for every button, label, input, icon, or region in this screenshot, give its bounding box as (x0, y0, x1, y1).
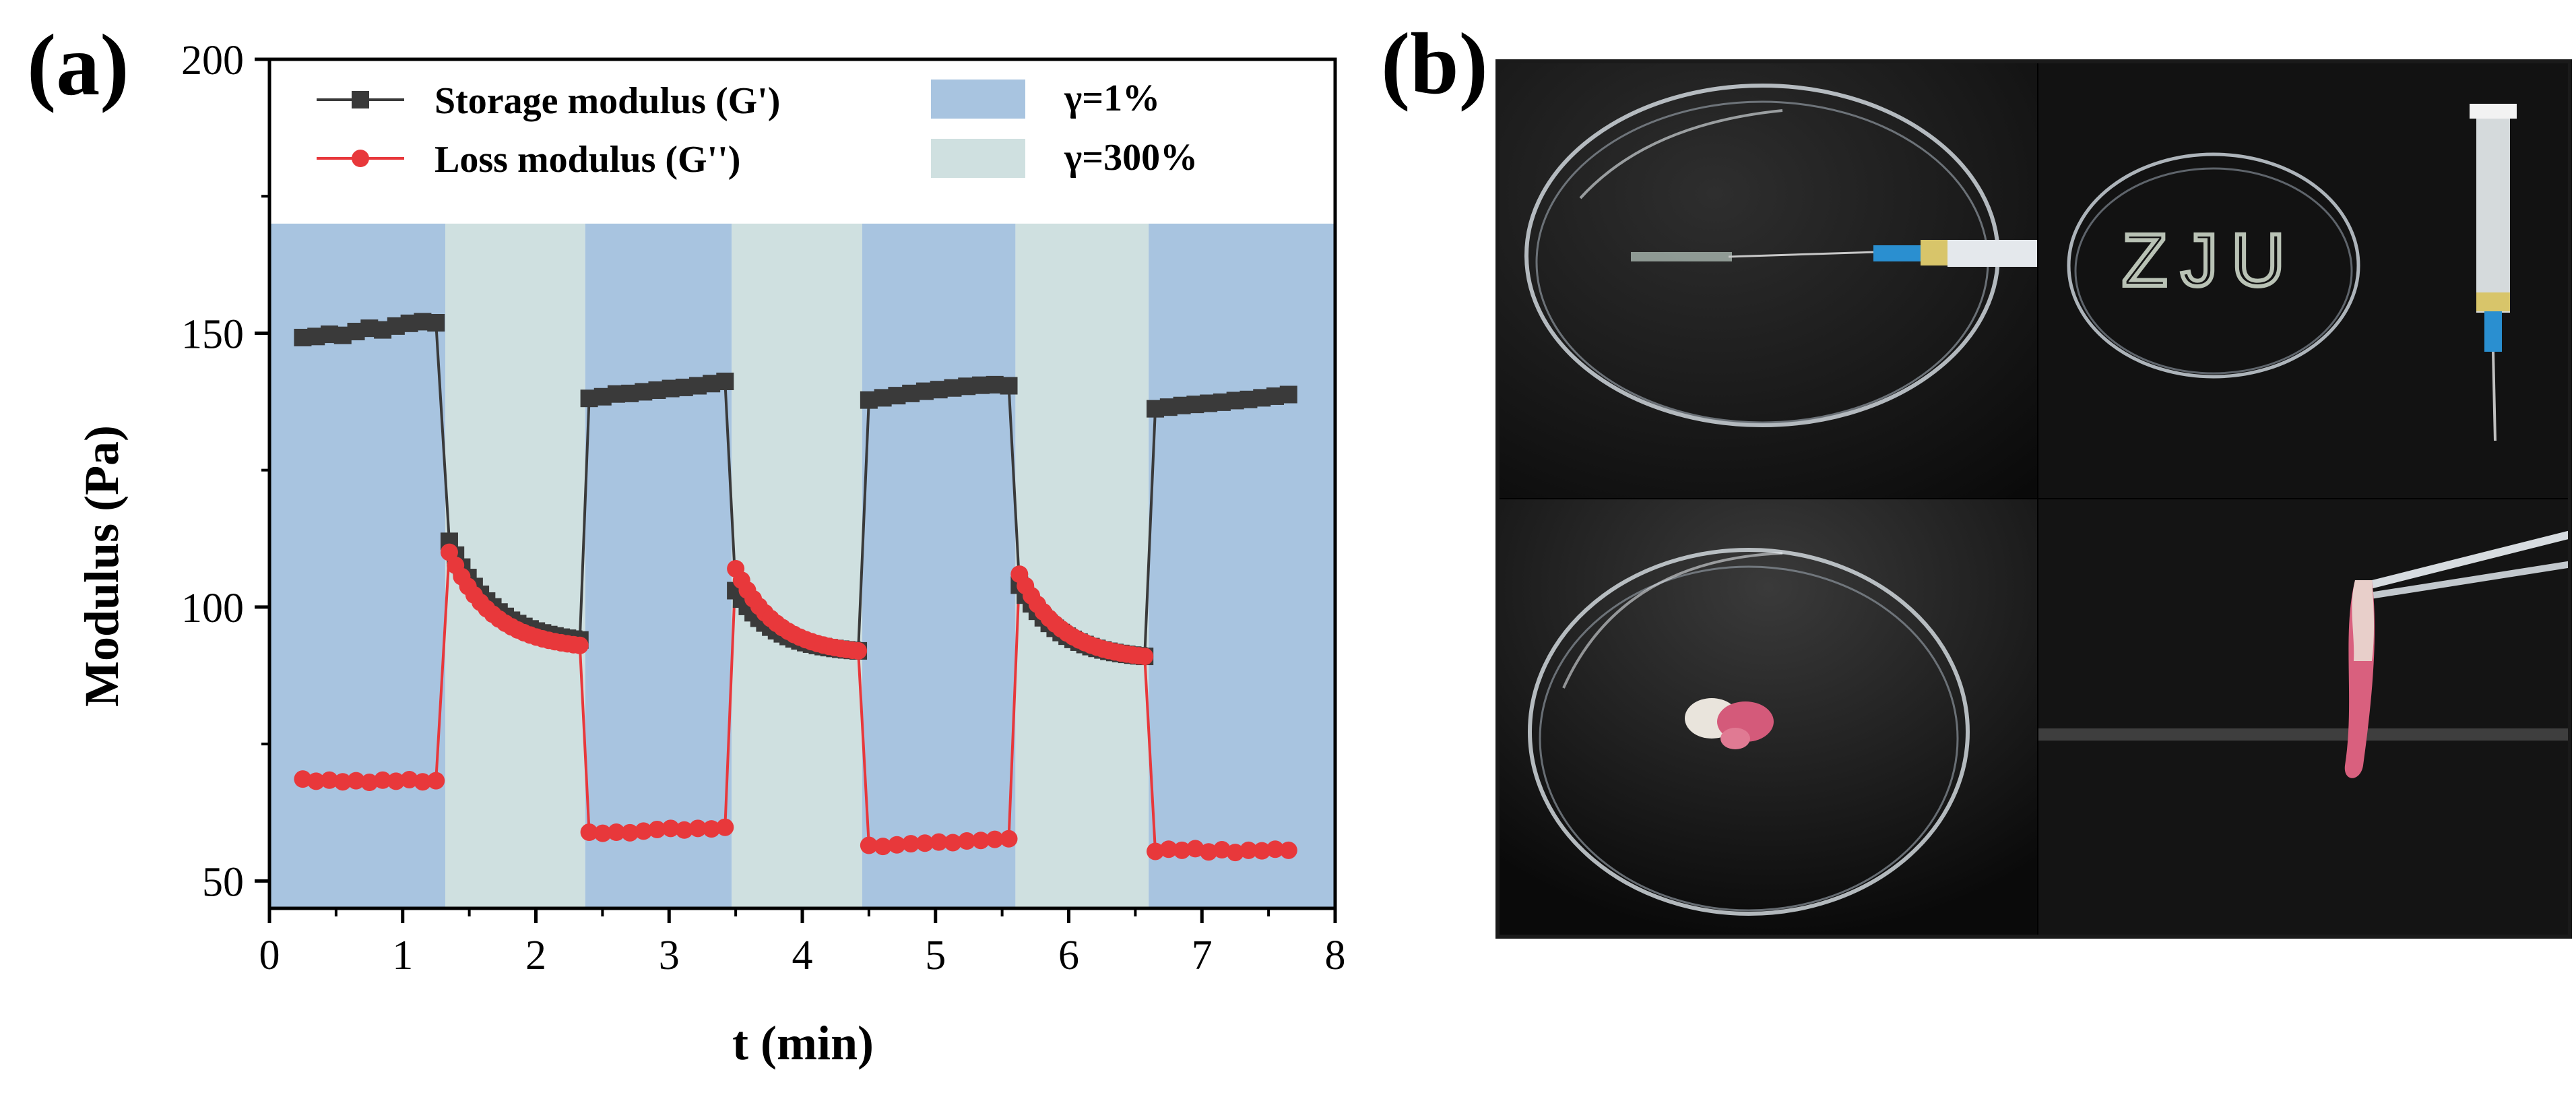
loss-point (688, 819, 707, 838)
legend-region-swatch (931, 80, 1025, 119)
axes: 0 1 2 3 4 5 6 7 8 50 100 150 200 (181, 38, 1346, 978)
photo-panel: (b) (1381, 0, 2576, 1095)
loss-point (400, 770, 418, 788)
loss-point (849, 642, 868, 660)
loss-point (986, 830, 1004, 848)
loss-point (860, 836, 878, 854)
strain-region-4 (732, 223, 862, 908)
loss-point (675, 821, 693, 839)
x-tick-label: 5 (925, 933, 946, 978)
loss-point (902, 835, 920, 853)
x-tick-label: 3 (659, 933, 680, 978)
loss-point (621, 823, 639, 842)
loss-point (1279, 841, 1297, 859)
loss-point (414, 773, 432, 791)
loss-point (1136, 648, 1154, 666)
legend-label-loss: Loss modulus (G'') (434, 139, 740, 181)
loss-point (635, 822, 653, 840)
loss-point (580, 823, 598, 842)
loss-point (307, 772, 325, 790)
legend-circle-marker (352, 150, 369, 167)
y-axis-label: Modulus (Pa) (75, 425, 129, 707)
loss-point (571, 636, 589, 654)
storage-point (427, 314, 445, 332)
x-tick-label: 4 (792, 933, 813, 978)
y-tick-label: 150 (181, 311, 244, 357)
x-axis-label: t (min) (732, 1016, 874, 1070)
panel-b-label: (b) (1381, 15, 1488, 113)
y-tick-label: 100 (181, 586, 244, 631)
loss-point (1200, 843, 1218, 861)
loss-point (648, 820, 666, 838)
x-tick-label: 7 (1192, 933, 1213, 978)
loss-point (1226, 844, 1244, 862)
loss-point (1266, 840, 1285, 858)
loss-point (347, 772, 365, 790)
x-tick-label: 2 (525, 933, 546, 978)
loss-point (944, 834, 962, 852)
loss-point (1173, 841, 1191, 859)
strain-region-3 (585, 223, 732, 908)
loss-point (1239, 841, 1258, 859)
petri-dish-needle-photo (1500, 63, 2037, 498)
loss-point (1147, 842, 1165, 861)
loss-point (958, 832, 976, 850)
strain-region-5 (862, 223, 1016, 908)
loss-point (930, 833, 948, 851)
loss-point (716, 818, 734, 836)
y-tick-label: 200 (181, 38, 244, 84)
tweezers-gel-photo (2038, 499, 2568, 935)
loss-point (915, 834, 934, 852)
loss-point (971, 832, 990, 850)
legend: Storage modulus (G') Loss modulus (G'') γ=… (317, 77, 1198, 181)
panel-a-label: (a) (27, 17, 129, 114)
loss-point (874, 838, 892, 856)
strain-regions (269, 223, 1335, 908)
legend-square-marker (352, 91, 369, 108)
x-tick-label: 0 (259, 933, 280, 978)
loss-point (320, 771, 338, 789)
loss-point (607, 823, 625, 842)
zju-text: ZJU (2122, 219, 2298, 302)
x-tick-label: 8 (1325, 933, 1346, 978)
petri-dish-gel-photo (1500, 499, 2037, 935)
legend-region-label: γ=300% (1064, 137, 1198, 179)
loss-point (593, 824, 612, 842)
legend-region-label: γ=1% (1064, 77, 1160, 119)
loss-point (1253, 842, 1271, 860)
loss-point (333, 773, 352, 791)
y-tick-label: 50 (202, 859, 244, 905)
loss-point (387, 772, 405, 790)
strain-region-7 (1149, 223, 1335, 908)
loss-point (440, 543, 458, 561)
loss-point (374, 771, 392, 789)
loss-point (1213, 841, 1231, 859)
x-tick-label: 6 (1058, 933, 1079, 978)
storage-point (716, 372, 734, 390)
loss-point (703, 820, 721, 838)
loss-point (294, 770, 312, 788)
series-markers (294, 313, 1297, 862)
loss-point (1000, 830, 1018, 848)
modulus-chart: (a) 0 1 2 3 4 5 6 7 8 50 100 150 200 Storage modulus… (27, 17, 1346, 1070)
strain-region-6 (1015, 223, 1149, 908)
loss-point (662, 819, 680, 838)
legend-region-swatch (931, 139, 1025, 178)
loss-point (360, 774, 379, 792)
storage-point (1279, 385, 1297, 404)
loss-point (427, 772, 445, 790)
loss-point (1159, 840, 1178, 858)
photo-grid: ZJU (1495, 59, 2572, 939)
loss-point (888, 836, 906, 854)
zju-letters-syringe-photo: ZJU (2038, 63, 2568, 498)
loss-point (1186, 840, 1204, 858)
storage-point (1000, 377, 1018, 395)
legend-label-storage: Storage modulus (G') (434, 80, 780, 122)
x-tick-label: 1 (392, 933, 413, 978)
